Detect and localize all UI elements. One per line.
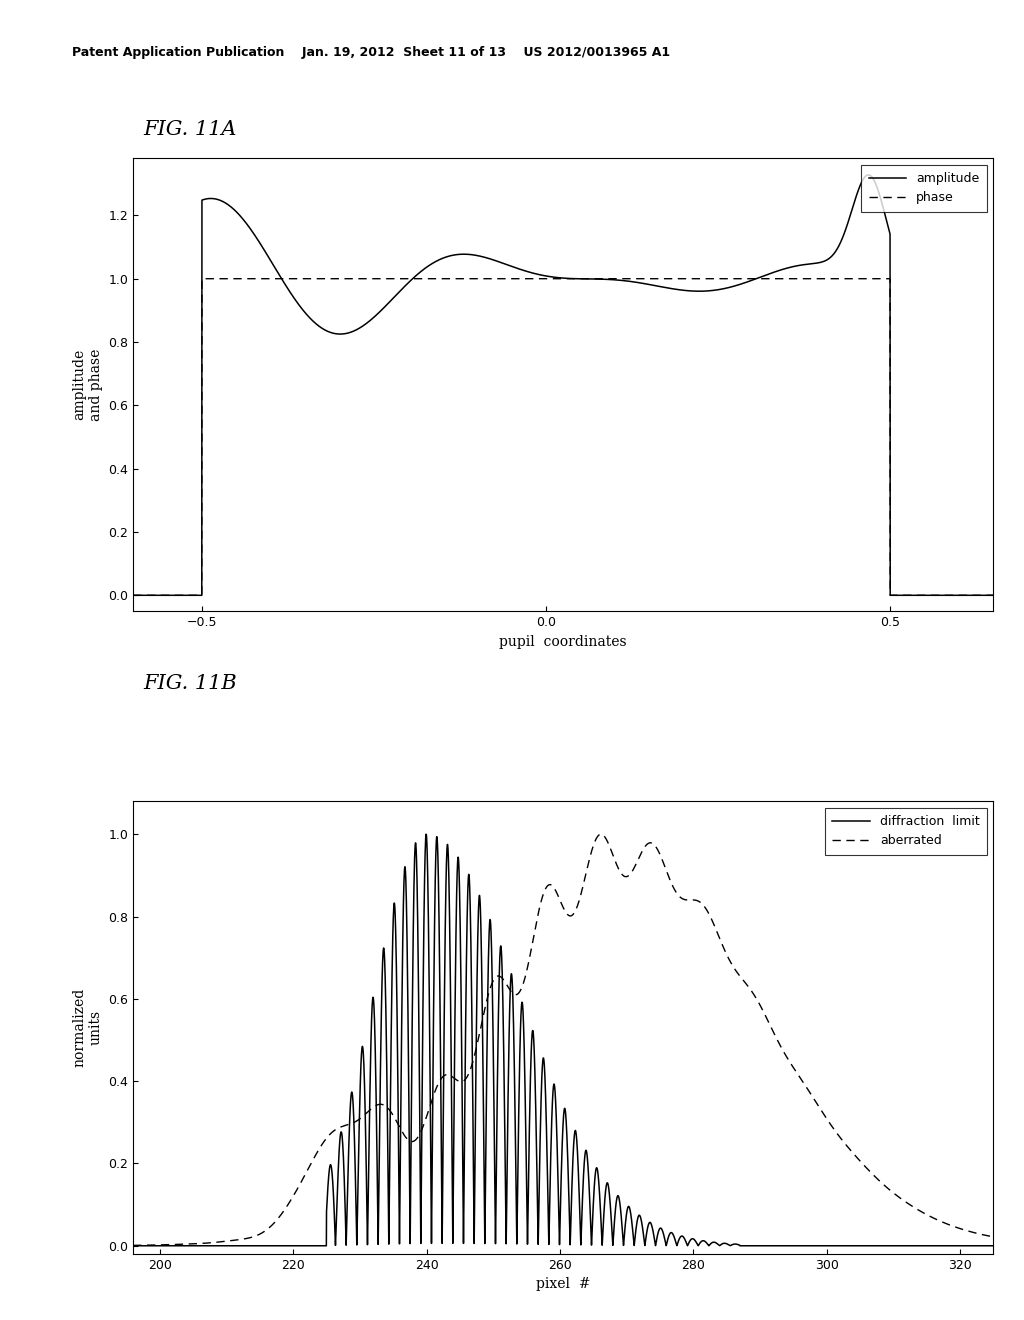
aberrated (643, 836, 655, 851)
phase (643, 271, 655, 286)
Legend: diffraction  limit, aberrated: diffraction limit, aberrated (824, 808, 987, 855)
amplitude (127, 587, 139, 603)
diffraction  limit (769, 1238, 781, 1254)
diffraction  limit (456, 1067, 468, 1082)
diffraction  limit (284, 1238, 296, 1254)
Text: FIG. 11B: FIG. 11B (143, 675, 238, 693)
phase (835, 271, 847, 286)
amplitude (862, 166, 874, 182)
diffraction  limit (127, 1238, 139, 1254)
aberrated (284, 1195, 296, 1210)
diffraction  limit (643, 1216, 655, 1232)
X-axis label: pixel  #: pixel # (536, 1278, 591, 1291)
amplitude (769, 264, 781, 280)
Y-axis label: normalized
units: normalized units (73, 987, 102, 1068)
aberrated (987, 1229, 999, 1245)
phase (456, 271, 468, 286)
diffraction  limit (835, 1238, 847, 1254)
phase (987, 587, 999, 603)
amplitude (987, 587, 999, 603)
aberrated (769, 1028, 781, 1044)
phase (769, 271, 781, 286)
aberrated (595, 826, 607, 842)
aberrated (835, 1130, 847, 1146)
Line: aberrated: aberrated (133, 834, 993, 1245)
amplitude (686, 282, 698, 298)
amplitude (456, 247, 468, 263)
Legend: amplitude, phase: amplitude, phase (861, 165, 987, 213)
Line: amplitude: amplitude (133, 174, 993, 595)
Line: phase: phase (133, 279, 993, 595)
amplitude (284, 282, 296, 298)
aberrated (686, 892, 698, 908)
diffraction  limit (987, 1238, 999, 1254)
diffraction  limit (686, 1230, 698, 1246)
Text: Patent Application Publication    Jan. 19, 2012  Sheet 11 of 13    US 2012/00139: Patent Application Publication Jan. 19, … (72, 46, 670, 59)
phase (686, 271, 698, 286)
Text: FIG. 11A: FIG. 11A (143, 120, 237, 139)
aberrated (456, 1073, 468, 1089)
phase (127, 587, 139, 603)
aberrated (127, 1237, 139, 1253)
Line: diffraction  limit: diffraction limit (133, 834, 993, 1246)
amplitude (643, 276, 655, 292)
phase (284, 271, 296, 286)
amplitude (835, 235, 847, 251)
phase (196, 271, 208, 286)
X-axis label: pupil  coordinates: pupil coordinates (500, 635, 627, 648)
diffraction  limit (420, 826, 432, 842)
Y-axis label: amplitude
and phase: amplitude and phase (73, 348, 102, 421)
